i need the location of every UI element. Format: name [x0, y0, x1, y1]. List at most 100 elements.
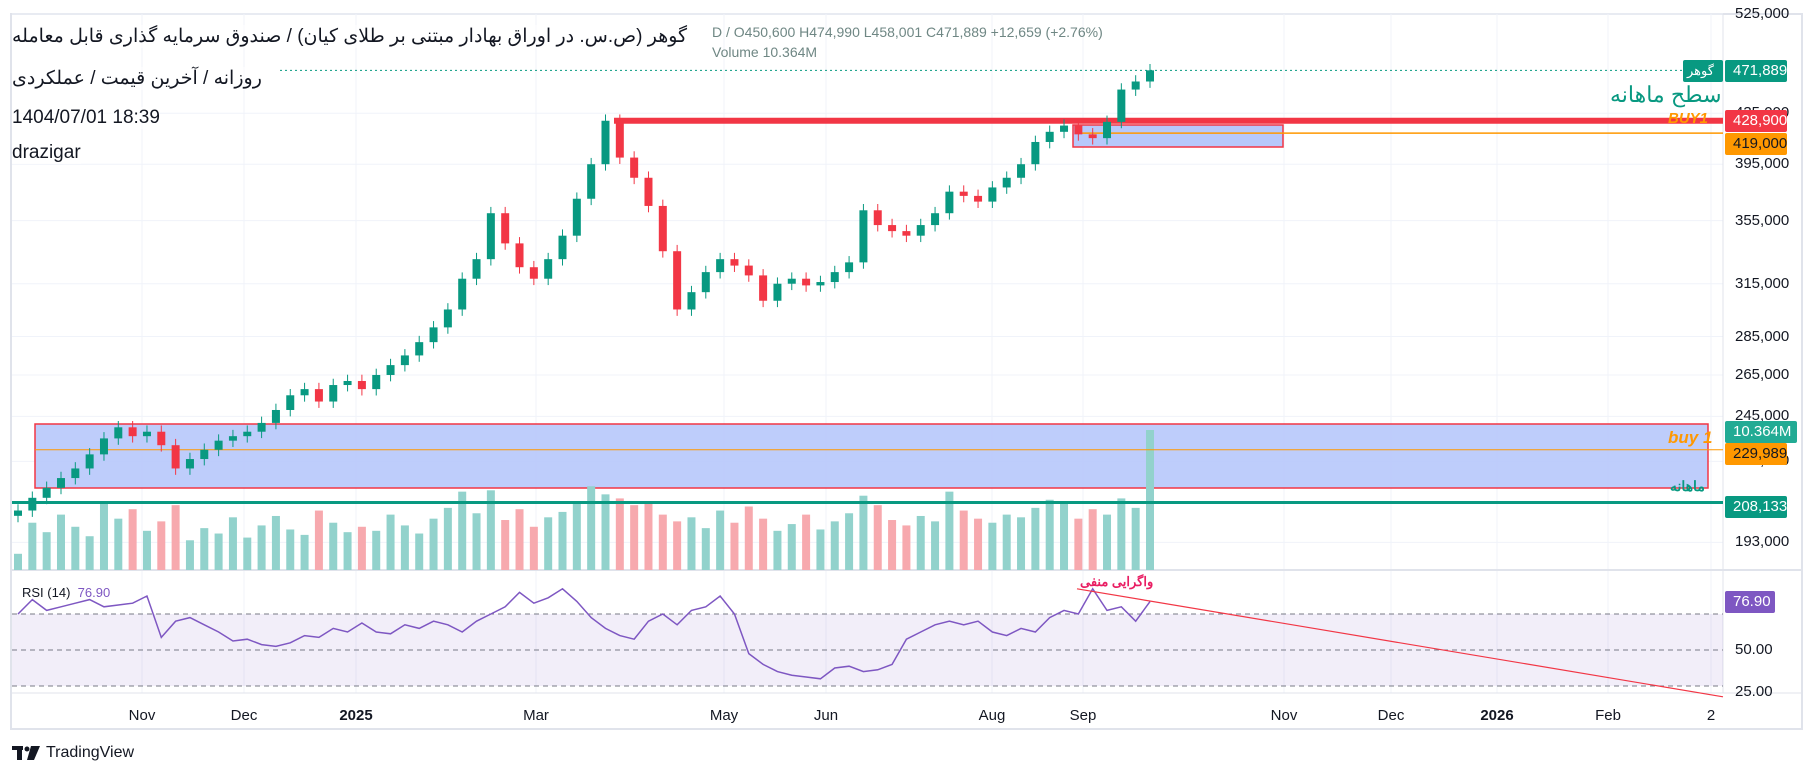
time-tick-label: 2026 [1480, 707, 1514, 724]
time-tick-label: May [709, 707, 739, 724]
tradingview-logo-text: TradingView [46, 744, 135, 761]
candle-body [873, 210, 882, 226]
volume-bar [959, 510, 968, 570]
candle-body [902, 231, 911, 236]
candle-body [314, 389, 323, 402]
time-tick-label: 2 [1706, 707, 1716, 724]
candle-body [14, 510, 22, 516]
candle-body [114, 427, 123, 439]
buy1-bottom-text: buy 1 [1668, 428, 1713, 447]
candle-body [200, 449, 209, 460]
time-tick-label: Mar [523, 707, 549, 724]
rsi-legend: RSI (14) 76.90 [22, 585, 110, 600]
candle-body [228, 436, 237, 441]
price-tick-label: 395,000 [1735, 155, 1790, 173]
ohlc-legend: D / O450,600 H474,990 L458,001 C471,889 … [712, 24, 1103, 40]
candle-body [687, 292, 696, 310]
candle-body [128, 427, 137, 437]
candle-body [300, 389, 309, 396]
volume-bar [687, 517, 696, 570]
volume-legend-value: 10.364M [762, 44, 818, 60]
candle-body [673, 251, 682, 310]
volume-bar [1088, 509, 1097, 570]
candle-body [343, 380, 352, 386]
volume-bar [28, 522, 37, 570]
volume-bar [343, 532, 352, 570]
price-tick-label: 525,000 [1735, 5, 1790, 22]
time-tick-label: Sep [1069, 707, 1097, 724]
volume-bar [558, 511, 567, 570]
candle-body [214, 440, 223, 450]
volume-bar [114, 518, 123, 570]
candle-body [1031, 141, 1040, 165]
candle-body [386, 365, 395, 375]
candle-body [830, 272, 839, 283]
candle-body [142, 431, 151, 437]
rsi-tick-label: 50.00 [1735, 641, 1773, 658]
buy1-top-text: BUY1 [1668, 110, 1709, 127]
volume-bar [830, 521, 839, 570]
rsi-tick-label: 25.00 [1735, 683, 1773, 700]
volume-bar [916, 515, 925, 570]
candle-body [916, 225, 925, 236]
candle-body [587, 164, 596, 199]
volume-bar [14, 553, 22, 570]
tradingview-logo-icon [12, 746, 40, 760]
red-level-tag: 428,900 [1725, 110, 1787, 132]
chart-title: گوهر (ص.س. در اوراق بهادار مبتنی بر طلای… [12, 25, 688, 48]
tradingview-logo[interactable]: TradingView [12, 744, 134, 762]
volume-bar [286, 529, 295, 570]
volume-bar [902, 525, 911, 570]
monthly-level-zone [1072, 124, 1284, 148]
volume-bar [271, 515, 280, 570]
time-tick-label: Jun [813, 707, 839, 724]
volume-bar [1103, 514, 1112, 570]
candle-body [1074, 125, 1083, 135]
monthly-buy-zone [34, 423, 1709, 489]
candle-body [56, 478, 65, 488]
volume-bar [1045, 499, 1054, 570]
volume-bar [71, 526, 80, 570]
chart-subtitle: روزانه / آخرین قیمت / عملکردی [12, 67, 262, 90]
volume-bar [572, 501, 581, 570]
volume-bar [945, 491, 954, 570]
time-tick-label: Dec [230, 707, 258, 724]
volume-bar [1146, 430, 1154, 570]
candle-body [415, 342, 424, 356]
volume-bar [931, 521, 940, 570]
time-tick-label: Nov [128, 707, 156, 724]
volume-bar [816, 529, 825, 570]
volume-bar [888, 520, 897, 570]
volume-bar [228, 517, 237, 570]
candle-body [816, 282, 825, 286]
volume-bar [99, 502, 108, 570]
volume-bar [501, 520, 510, 570]
candle-body [1146, 70, 1154, 82]
last-price-tag: 471,889 [1725, 60, 1787, 82]
price-tick-label: 193,000 [1735, 533, 1790, 551]
volume-bar [974, 518, 983, 570]
candle-body [1045, 131, 1054, 142]
rsi-title: RSI (14) [22, 585, 71, 600]
volume-bar [56, 514, 65, 570]
volume-bar [1060, 503, 1069, 570]
volume-bar [615, 498, 624, 570]
candle-body [1131, 81, 1140, 90]
rsi-value-tag: 76.90 [1725, 591, 1775, 613]
volume-tag: 10.364M [1725, 421, 1797, 443]
volume-bar [157, 521, 166, 570]
volume-bar [1031, 507, 1040, 570]
volume-bar [529, 526, 538, 570]
price-tick-label: 245,000 [1735, 407, 1790, 425]
volume-bar [802, 514, 811, 570]
volume-bar [988, 522, 997, 570]
candle-body [257, 422, 266, 432]
candle-body [988, 187, 997, 202]
volume-bar [773, 530, 782, 570]
candle-body [458, 278, 467, 310]
volume-bar [372, 530, 381, 570]
volume-bar [243, 537, 252, 570]
candle-body [974, 195, 983, 202]
rsi-line [17, 587, 1151, 680]
